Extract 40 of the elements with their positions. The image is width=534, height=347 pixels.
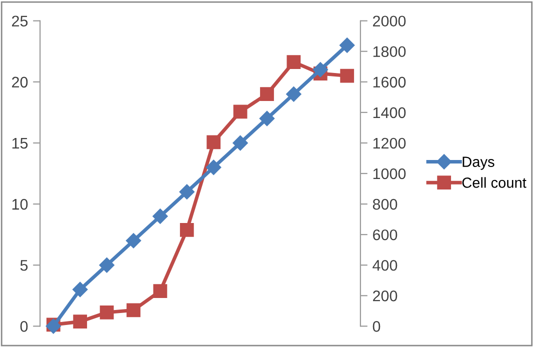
y-tick-label: 0 <box>20 321 28 332</box>
point <box>233 104 248 119</box>
y-tick-label: 15 <box>12 138 28 149</box>
point <box>73 314 88 329</box>
point <box>99 258 114 273</box>
point <box>152 208 168 224</box>
point <box>286 55 301 69</box>
y2-tick-label: 2000 <box>373 16 406 27</box>
y2-tick-label: 1800 <box>373 46 406 58</box>
y2-tick-label: 1400 <box>373 107 406 118</box>
y2-tick-label: 200 <box>373 290 398 302</box>
point <box>232 135 248 151</box>
y2-tick-label: 1000 <box>373 168 406 180</box>
y-tick-label: 5 <box>20 260 28 271</box>
y2-tick-label: 800 <box>372 198 398 210</box>
point <box>180 223 194 237</box>
point <box>340 68 354 83</box>
point <box>153 284 168 298</box>
point <box>260 87 274 102</box>
point <box>72 282 88 298</box>
y2-tick-label: 1200 <box>373 138 406 149</box>
y2-tick-label: 1600 <box>373 76 406 88</box>
point <box>179 184 194 200</box>
point <box>100 305 114 320</box>
y2-tick-label: 0 <box>372 321 380 332</box>
y-tick-label: 25 <box>12 16 28 27</box>
point <box>286 86 302 102</box>
point <box>312 62 328 78</box>
y2-tick-label: 600 <box>373 229 398 240</box>
point <box>126 303 140 318</box>
legend-label: Cell count <box>462 177 526 188</box>
y2-tick-label: 400 <box>372 260 398 271</box>
y-tick-label: 20 <box>12 76 28 88</box>
point <box>206 135 221 150</box>
point <box>206 160 222 175</box>
point <box>259 110 275 126</box>
point <box>340 38 355 53</box>
y-tick-label: 10 <box>12 198 28 210</box>
legend-label: Days <box>462 156 494 170</box>
point <box>126 233 142 248</box>
